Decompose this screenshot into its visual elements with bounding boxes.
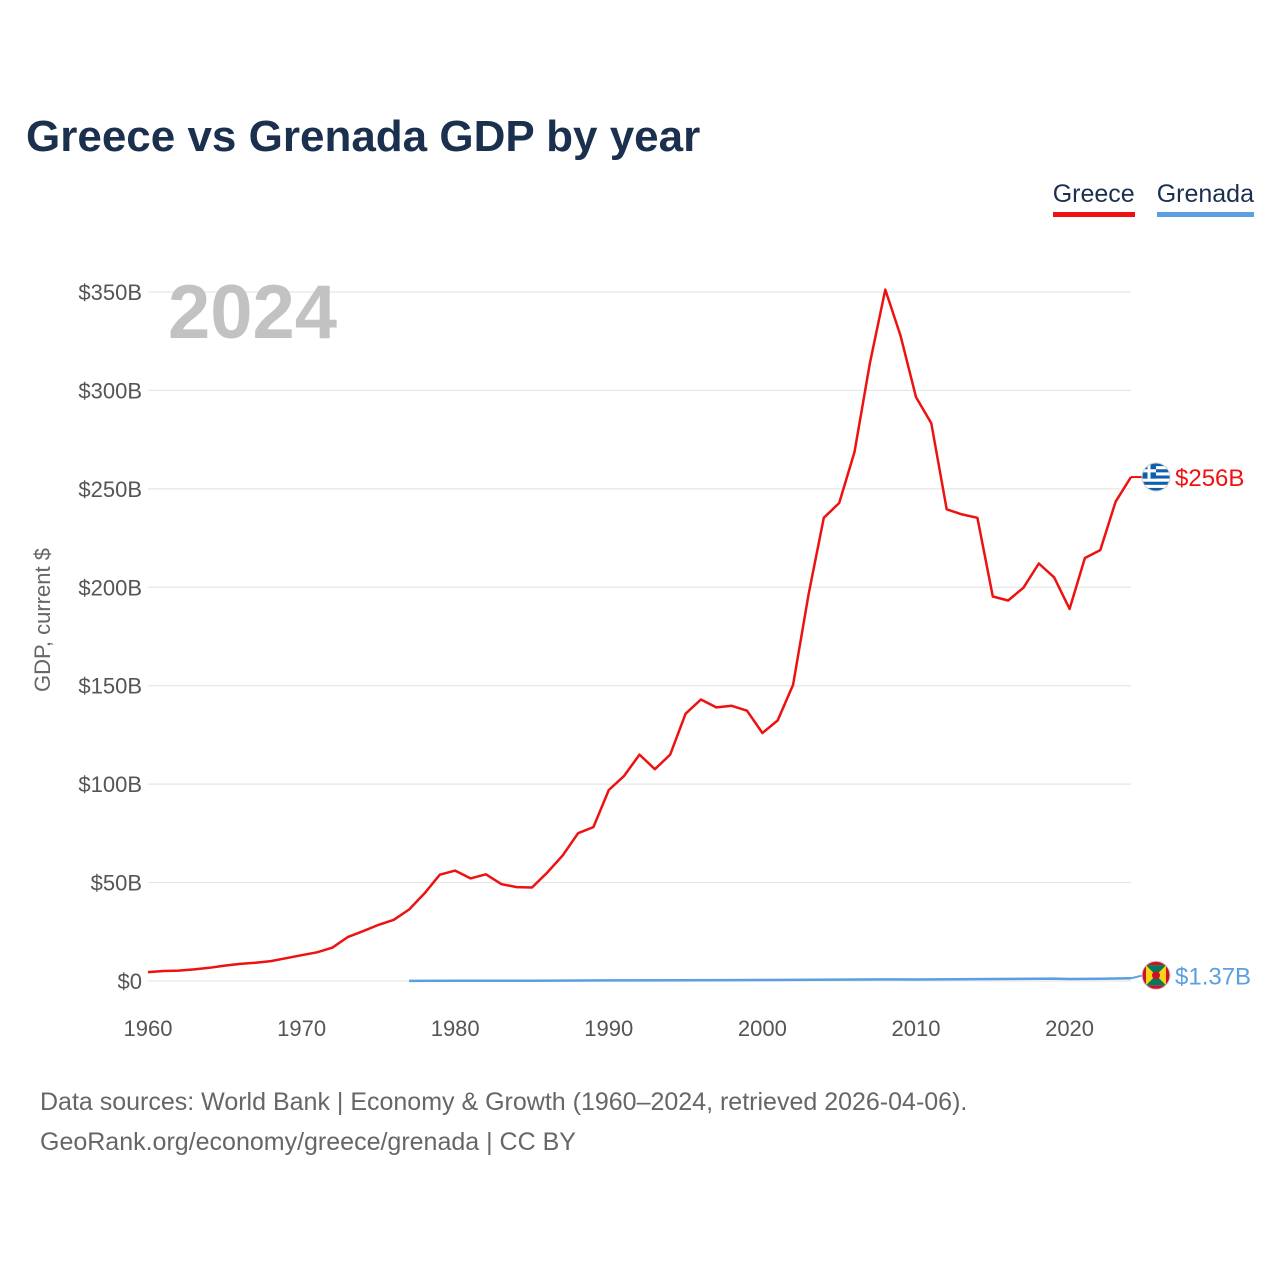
series-lines (147, 288, 1133, 983)
greece-flag-icon (1141, 462, 1171, 492)
x-tick-label: 1980 (431, 1016, 480, 1041)
source-line-2: GeoRank.org/economy/greece/grenada | CC … (40, 1128, 576, 1156)
flag-connector (1130, 974, 1144, 980)
y-tick-label: $250B (78, 477, 142, 502)
series-flags (1130, 462, 1171, 990)
y-tick-label: $300B (78, 378, 142, 403)
x-tick-label: 1970 (277, 1016, 326, 1041)
y-tick-label: $350B (78, 280, 142, 305)
x-tick-label: 2000 (738, 1016, 787, 1041)
x-tick-label: 2020 (1045, 1016, 1094, 1041)
x-axis-ticks: 1960 1970 1980 1990 2000 2010 2020 (124, 1016, 1095, 1041)
gridlines (148, 291, 1131, 982)
y-tick-label: $0 (118, 969, 142, 994)
series-end-labels: $256B $1.37B (1175, 465, 1251, 990)
current-year-label: 2024 (168, 270, 337, 355)
end-label-greece: $256B (1175, 465, 1244, 492)
grenada-flag-icon (1141, 960, 1171, 990)
x-tick-label: 1960 (124, 1016, 173, 1041)
series-line-grenada[interactable] (409, 977, 1132, 983)
y-tick-label: $200B (78, 575, 142, 600)
source-line-1: Data sources: World Bank | Economy & Gro… (40, 1088, 968, 1116)
series-line-greece[interactable] (147, 288, 1133, 974)
y-axis-ticks: $0 $50B $100B $150B $200B $250B $300B $350B (78, 280, 142, 994)
legend: Greece Grenada (1052, 180, 1254, 217)
end-label-grenada: $1.37B (1175, 963, 1251, 990)
legend-item-grenada[interactable]: Grenada (1156, 180, 1254, 217)
y-axis-label: GDP, current $ (30, 548, 55, 692)
y-tick-label: $100B (78, 772, 142, 797)
y-tick-label: $150B (78, 674, 142, 699)
source-note: Data sources: World Bank | Economy & Gro… (40, 1082, 967, 1162)
legend-item-greece[interactable]: Greece (1052, 180, 1135, 217)
chart-title: Greece vs Grenada GDP by year (26, 112, 701, 161)
x-tick-label: 2010 (891, 1016, 940, 1041)
y-tick-label: $50B (91, 871, 142, 896)
x-tick-label: 1990 (584, 1016, 633, 1041)
